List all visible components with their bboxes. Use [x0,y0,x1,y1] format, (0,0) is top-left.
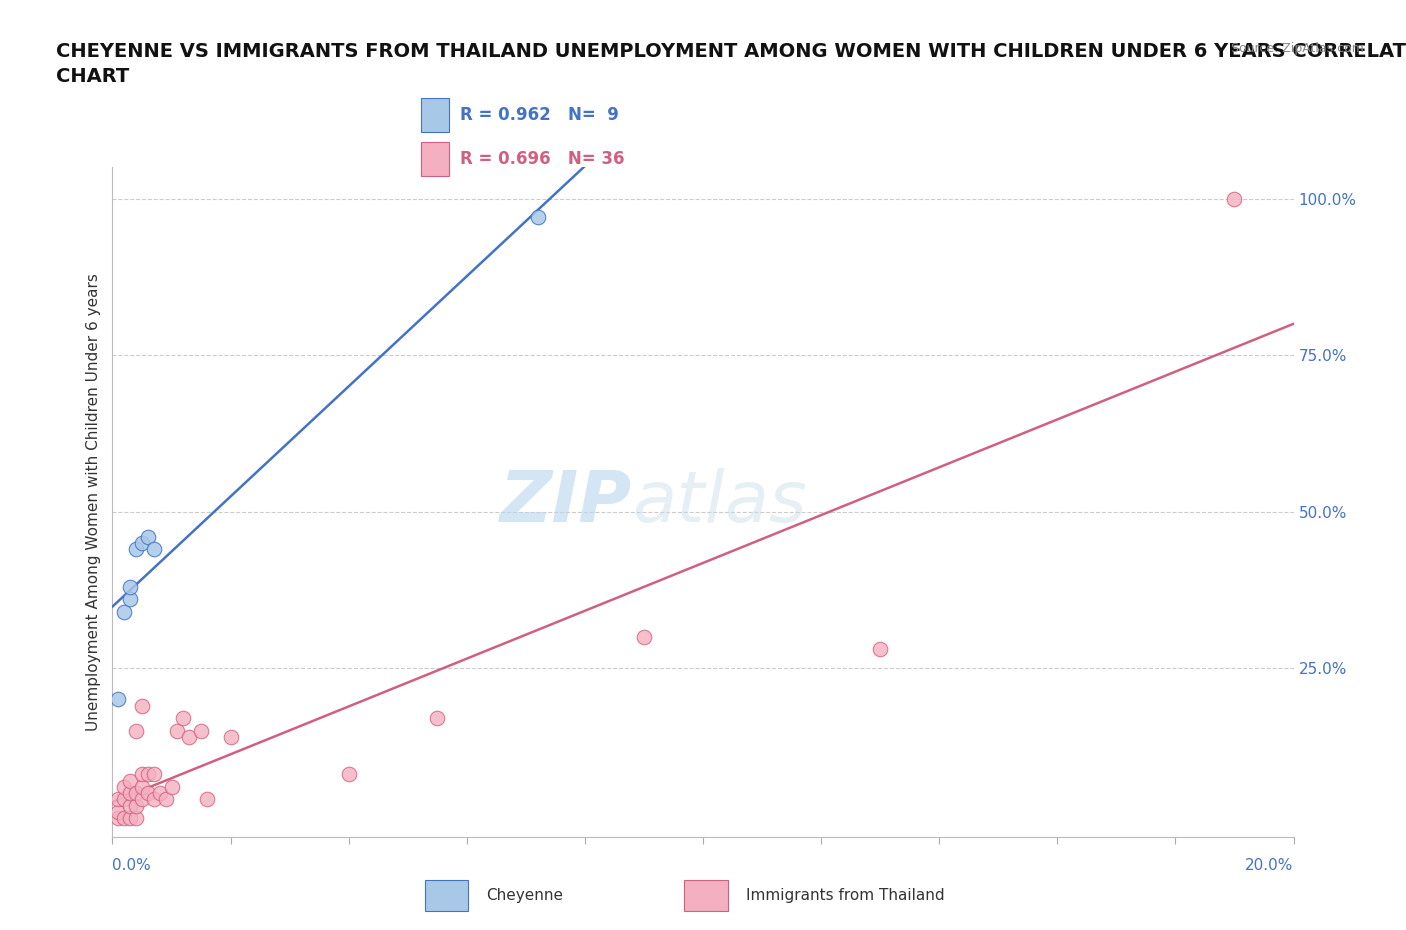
Point [112,779,135,794]
Point [112,604,135,619]
Point [131,767,153,782]
Point [107,792,129,807]
Point [120,579,142,594]
Point [142,767,165,782]
Point [142,792,165,807]
Point [526,210,548,225]
Point [219,729,242,744]
Text: atlas: atlas [633,468,807,537]
Point [190,724,212,738]
Point [125,541,148,556]
FancyBboxPatch shape [425,880,468,911]
Text: Cheyenne: Cheyenne [486,887,564,903]
Point [166,724,188,738]
Point [136,767,159,782]
FancyBboxPatch shape [420,142,449,176]
Text: 20.0%: 20.0% [1246,857,1294,872]
Point [125,811,148,826]
Text: ZIP: ZIP [501,468,633,537]
Text: CHEYENNE VS IMMIGRANTS FROM THAILAND UNEMPLOYMENT AMONG WOMEN WITH CHILDREN UNDE: CHEYENNE VS IMMIGRANTS FROM THAILAND UNE… [56,42,1406,86]
Point [131,792,153,807]
Point [633,630,655,644]
Text: R = 0.962   N=  9: R = 0.962 N= 9 [460,106,619,124]
Point [107,804,129,819]
Point [120,591,142,606]
Point [131,536,153,551]
Point [179,729,201,744]
FancyBboxPatch shape [685,880,728,911]
FancyBboxPatch shape [420,99,449,132]
Point [136,786,159,801]
Point [172,711,194,725]
Point [107,692,129,707]
Text: Immigrants from Thailand: Immigrants from Thailand [747,887,945,903]
Point [120,786,142,801]
Point [125,786,148,801]
Point [112,792,135,807]
Point [112,811,135,826]
Text: 0.0%: 0.0% [112,857,152,872]
Point [142,541,165,556]
Point [195,792,218,807]
Point [131,779,153,794]
Point [120,773,142,788]
Text: R = 0.696   N= 36: R = 0.696 N= 36 [460,151,624,168]
Point [149,786,172,801]
Point [337,767,360,782]
Point [136,529,159,544]
Y-axis label: Unemployment Among Women with Children Under 6 years: Unemployment Among Women with Children U… [86,273,101,731]
Point [155,792,177,807]
Point [125,798,148,813]
Point [160,779,183,794]
Point [1223,192,1246,206]
Text: Source: ZipAtlas.com: Source: ZipAtlas.com [1230,42,1364,55]
Point [107,811,129,826]
Point [120,811,142,826]
Point [125,724,148,738]
Point [120,798,142,813]
Point [131,698,153,713]
Point [869,642,891,657]
Point [426,711,449,725]
